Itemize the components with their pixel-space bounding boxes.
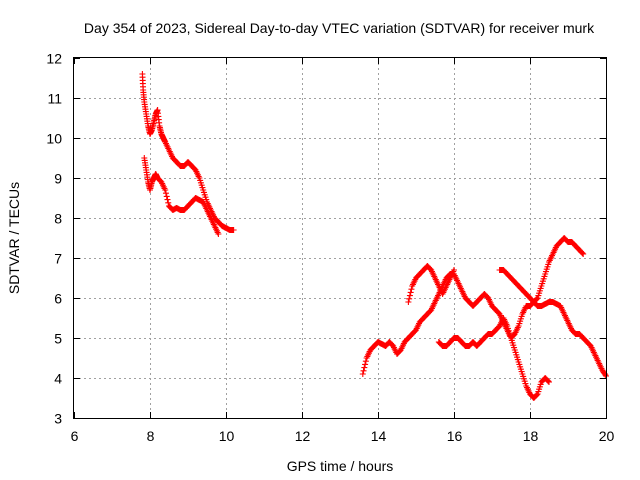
y-tick-label: 4 <box>54 371 62 387</box>
x-tick-label: 16 <box>447 428 463 444</box>
grid <box>74 58 606 418</box>
data-point <box>164 196 171 203</box>
x-axis-label: GPS time / hours <box>287 458 394 474</box>
data-point <box>405 299 412 305</box>
data-point <box>360 367 367 374</box>
data-point <box>162 190 169 197</box>
y-tick-label: 3 <box>54 411 62 427</box>
data-point <box>579 250 586 257</box>
y-tick-label: 8 <box>54 211 62 227</box>
data-point <box>408 286 415 293</box>
y-tick-label: 7 <box>54 251 62 267</box>
data-points <box>139 71 609 401</box>
y-tick-label: 5 <box>54 331 62 347</box>
x-tick-label: 10 <box>219 428 235 444</box>
chart-title: Day 354 of 2023, Sidereal Day-to-day VTE… <box>84 20 595 36</box>
y-tick-label: 11 <box>47 91 62 107</box>
y-tick-label: 10 <box>46 131 62 147</box>
y-tick-labels: 3 4 5 6 7 8 9 10 11 12 <box>46 51 62 427</box>
data-point <box>545 378 552 385</box>
data-point <box>162 187 169 193</box>
y-axis-label: SDTVAR / TECUs <box>6 182 22 294</box>
data-point <box>406 295 413 302</box>
data-point <box>451 267 457 273</box>
plot-frame <box>73 57 607 419</box>
data-point <box>407 289 414 296</box>
x-tick-label: 18 <box>523 428 539 444</box>
data-point <box>215 231 222 237</box>
y-tick-label: 6 <box>54 291 62 307</box>
data-point <box>533 295 540 302</box>
axis-ticks <box>74 58 607 419</box>
data-point <box>533 391 540 398</box>
x-tick-label: 12 <box>295 428 311 444</box>
x-tick-labels: 6 8 10 12 14 16 18 20 <box>71 428 615 444</box>
x-tick-label: 6 <box>71 428 79 444</box>
data-point <box>361 364 368 371</box>
data-point <box>602 371 609 378</box>
data-point <box>230 227 237 233</box>
data-point <box>580 251 587 257</box>
x-tick-label: 20 <box>599 428 615 444</box>
data-point <box>362 361 369 368</box>
data-point <box>165 199 172 206</box>
data-point <box>163 193 170 200</box>
data-point <box>406 292 413 299</box>
x-tick-label: 14 <box>371 428 387 444</box>
data-point <box>359 371 366 377</box>
data-point <box>362 358 369 365</box>
y-tick-label: 12 <box>46 51 62 67</box>
data-point <box>546 379 552 385</box>
x-tick-label: 8 <box>147 428 155 444</box>
y-tick-label: 9 <box>54 171 62 187</box>
